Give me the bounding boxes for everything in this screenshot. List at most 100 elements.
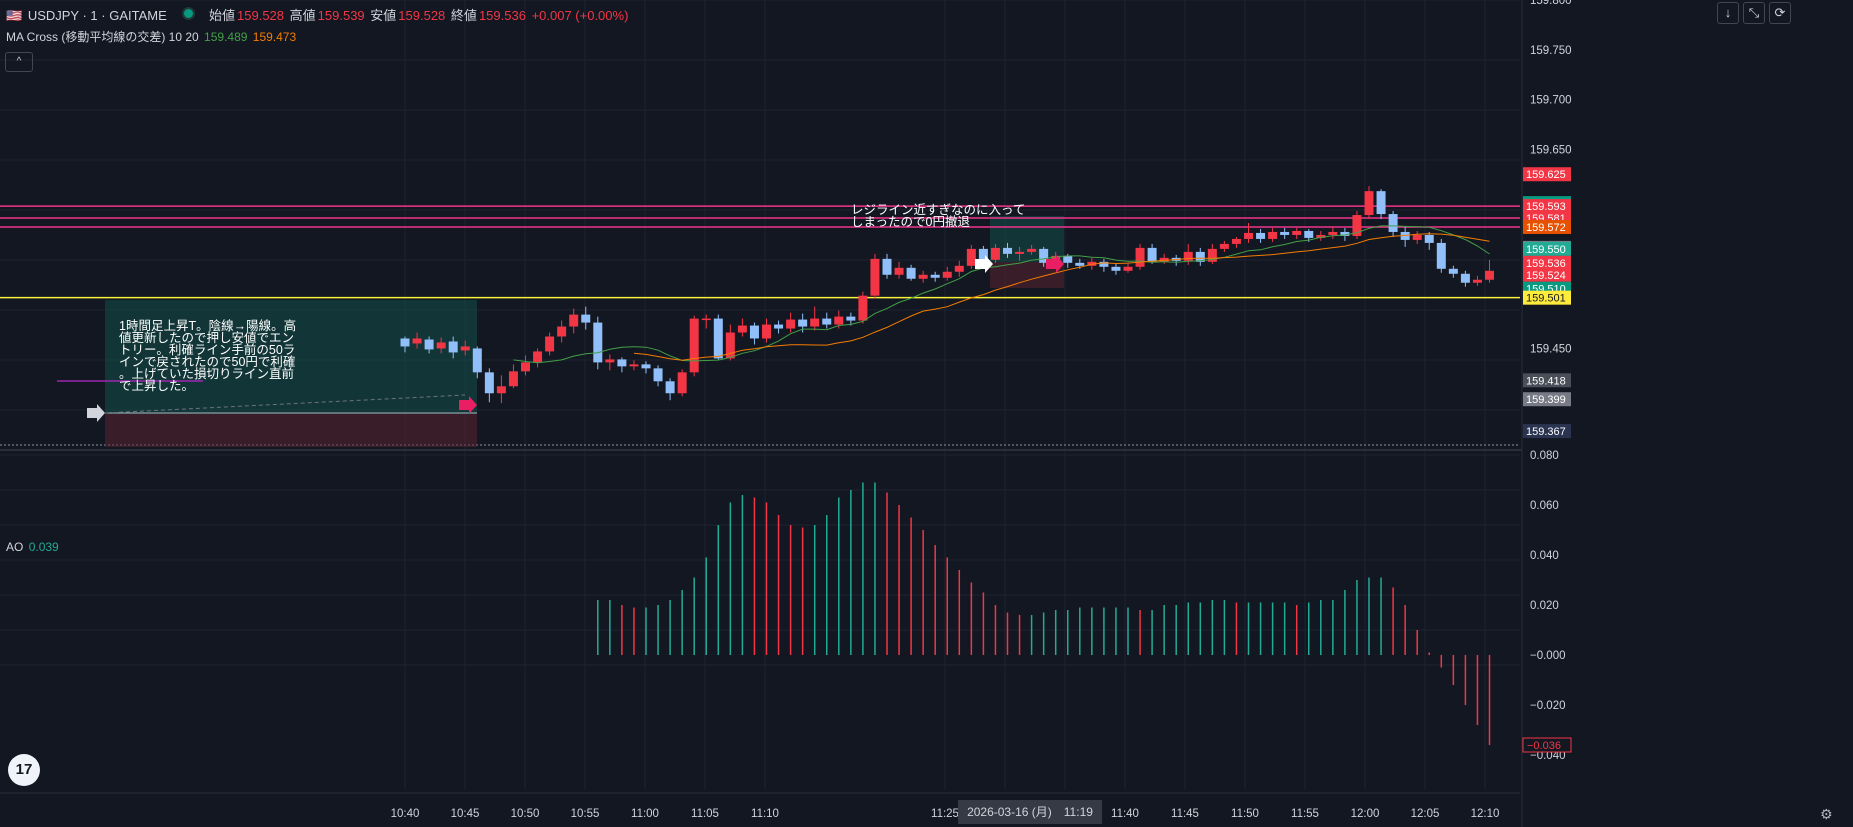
refresh-icon[interactable]: ⟳ xyxy=(1769,2,1791,24)
candle xyxy=(569,308,579,334)
candle xyxy=(1340,227,1350,241)
candle xyxy=(786,312,796,333)
candle xyxy=(1388,211,1398,237)
candle xyxy=(1472,275,1482,286)
candle-body xyxy=(593,322,603,363)
candle-body xyxy=(762,324,771,339)
ao-tick-label: −0.040 xyxy=(1530,750,1566,762)
candle-body xyxy=(412,338,422,344)
position-profit-zone xyxy=(105,300,477,414)
candle-body xyxy=(1219,243,1229,249)
symbol-legend: 🇺🇸 USDJPY · 1 · GAITAME 始値 159.528 高値 159.… xyxy=(6,5,630,24)
candle-body xyxy=(894,267,904,275)
candle-body xyxy=(990,247,1000,260)
tradingview-logo-icon[interactable]: 17 xyxy=(8,754,40,786)
settings-gear-icon[interactable]: ⚙ xyxy=(1820,806,1833,822)
candle-body xyxy=(1207,248,1217,262)
ao-value-label: −0.036 xyxy=(1522,737,1572,753)
candle xyxy=(1039,246,1049,267)
ao-value-bg xyxy=(1522,737,1572,753)
time-tick-label: 10:55 xyxy=(571,808,600,820)
candle-body xyxy=(605,359,615,363)
candle xyxy=(882,253,892,279)
candle xyxy=(1256,228,1266,243)
time-tick-label: 12:05 xyxy=(1411,808,1440,820)
candle xyxy=(990,243,1000,263)
time-tick-label: 11:00 xyxy=(631,808,659,820)
candle-body xyxy=(508,371,518,387)
candle xyxy=(1328,226,1338,239)
candle-body xyxy=(448,341,458,353)
position-loss-zone xyxy=(105,414,477,447)
candle xyxy=(1207,243,1217,264)
ao-tick-label: 0.040 xyxy=(1530,550,1559,562)
candle-body xyxy=(521,362,530,372)
candle xyxy=(762,318,771,343)
candle-body xyxy=(1412,234,1422,240)
annotation-text-2: レジライン近すぎなのに入ってしまったので0円撤退 xyxy=(851,203,1025,229)
position-profit-zone-2 xyxy=(990,216,1064,262)
ma-fast-line xyxy=(513,225,1490,364)
candle xyxy=(1485,259,1494,283)
candle-body xyxy=(749,325,759,339)
price-tick-label: 159.750 xyxy=(1530,45,1572,57)
price-level-text: 159.572 xyxy=(1526,222,1566,234)
candle xyxy=(1171,254,1181,266)
candle-body xyxy=(472,348,482,373)
ao-tick-label: −0.020 xyxy=(1530,700,1566,712)
collapse-icon[interactable]: ⤡ xyxy=(1743,2,1765,24)
price-level-text: 159.536 xyxy=(1526,258,1566,270)
price-level-bg xyxy=(1523,373,1571,388)
candle-body xyxy=(1304,230,1314,238)
candle xyxy=(1376,189,1386,220)
candle xyxy=(1099,258,1109,272)
candle xyxy=(1147,243,1157,264)
candle-body xyxy=(1436,242,1446,269)
symbol-title[interactable]: USDJPY · 1 · GAITAME xyxy=(27,8,167,23)
candle-body xyxy=(1195,251,1205,262)
price-tick-label: 159.650 xyxy=(1530,144,1572,156)
change-value: +0.007 (+0.00%) xyxy=(531,8,629,23)
candle-body xyxy=(1376,191,1386,215)
candle xyxy=(725,324,735,361)
candle xyxy=(1123,262,1133,273)
candle xyxy=(533,348,543,368)
candle-body xyxy=(1268,231,1278,239)
ma-cross-name[interactable]: MA Cross (移動平均線の交差) 10 20 xyxy=(6,30,199,44)
low-label: 安値 xyxy=(370,8,397,23)
arrow-down-icon[interactable]: ↓ xyxy=(1717,2,1739,24)
candle-body xyxy=(1292,230,1302,235)
ao-name[interactable]: AO xyxy=(6,540,24,554)
price-level-text: 159.367 xyxy=(1526,426,1566,438)
candle-body xyxy=(930,274,940,278)
entry-arrow-icon xyxy=(87,404,105,422)
low-value: 159.528 xyxy=(398,8,446,23)
candle-body xyxy=(1460,273,1470,283)
candle-body xyxy=(978,248,988,260)
candle-body xyxy=(557,326,567,337)
candle-body xyxy=(1472,279,1482,283)
time-tick-label: 11:40 xyxy=(1111,808,1139,820)
ao-tick-label: 0.060 xyxy=(1530,500,1559,512)
candle-body xyxy=(1424,234,1434,243)
price-level-bg xyxy=(1523,255,1571,270)
candle-body xyxy=(810,318,820,327)
candle xyxy=(677,369,687,397)
candle-body xyxy=(1159,257,1169,262)
candle-body xyxy=(1448,268,1458,274)
price-level-text: 159.524 xyxy=(1526,270,1566,282)
candle xyxy=(581,306,591,330)
price-level-text: 159.593 xyxy=(1526,201,1566,213)
ao-tick-label: 0.020 xyxy=(1530,600,1559,612)
price-level-label: 159.418 xyxy=(1523,373,1571,388)
price-level-bg xyxy=(1523,199,1571,214)
grid-lines xyxy=(0,0,1520,790)
candle xyxy=(894,261,904,279)
candle xyxy=(906,264,916,281)
candle-body xyxy=(1328,231,1338,235)
candle xyxy=(1219,240,1229,252)
candle xyxy=(701,314,711,329)
collapse-legend-button[interactable]: ^ xyxy=(5,52,33,72)
candle-body xyxy=(1400,231,1410,240)
